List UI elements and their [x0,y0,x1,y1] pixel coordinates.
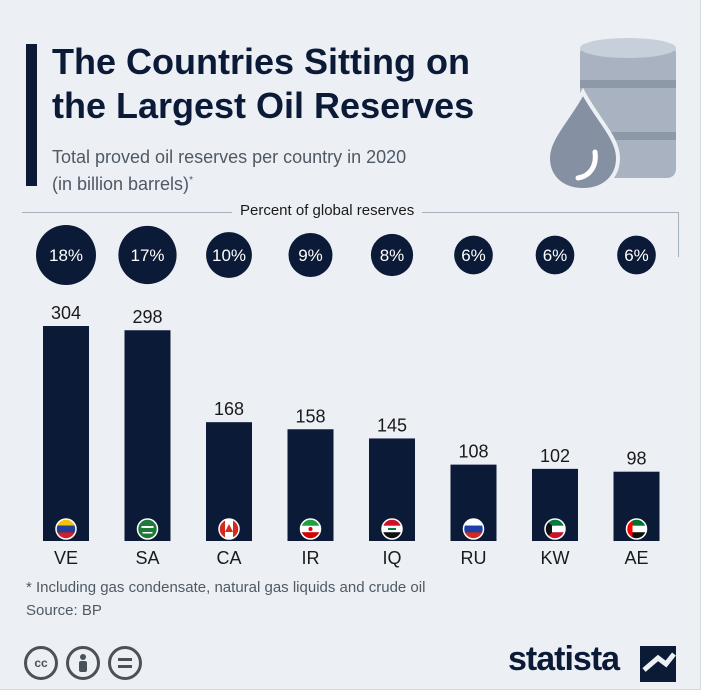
bar [124,330,171,541]
percent-bubble [617,235,656,275]
category-label: IR [302,548,320,568]
bar-chart: 18% 304 VE 17% 298 SA 10% 168 CA 9% 158 IR 8% 145 IQ 6%… [36,225,660,568]
category-label: VE [54,548,78,568]
percent-value: 8% [380,246,405,265]
flag-icon-iraq [382,519,402,539]
percent-bubble [454,235,493,275]
percent-value: 6% [624,246,649,265]
percent-value: 10% [212,246,246,265]
percent-label: Percent of global reserves [232,201,423,221]
subtitle-line-2: (in billion barrels) [52,174,190,194]
percent-value: 9% [298,246,323,265]
license-icons: cc [24,646,142,680]
subtitle: Total proved oil reserves per country in… [52,146,552,196]
page-title: The Countries Sitting on the Largest Oil… [52,40,552,128]
percent-value: 6% [461,246,486,265]
flag-ring [299,518,322,540]
flag-ring [625,518,648,540]
category-label: AE [624,548,648,568]
flag-ring [55,518,77,540]
statista-logo-icon[interactable] [640,646,676,682]
source: Source: BP [26,602,102,619]
statista-brand[interactable]: statista [508,640,620,678]
flag-icon-russia [463,519,484,539]
category-label: CA [216,548,241,568]
subtitle-asterisk: * [189,175,193,186]
title-line-2: the Largest Oil Reserves [52,85,475,126]
flag-icon-iran [300,519,321,539]
flag-icon-canada [219,519,239,539]
bar-value-label: 168 [214,399,244,419]
flag-icon-venezuela [56,519,76,539]
percent-value: 18% [49,246,83,265]
no-derivatives-icon[interactable] [108,646,142,680]
percent-value: 17% [130,246,164,265]
percent-bubble [206,232,252,278]
percent-bubble [288,233,333,277]
flag-ring [381,518,403,540]
bar-value-label: 102 [540,446,570,466]
attribution-icon[interactable] [66,646,100,680]
bar-value-label: 298 [132,307,162,327]
percent-bubble [36,225,96,285]
flag-ring [218,518,240,540]
bar-value-label: 108 [458,442,488,462]
bar-value-label: 304 [51,303,81,323]
percent-bubble [370,233,414,277]
flag-ring [544,518,566,540]
oil-barrel-icon [545,38,676,193]
category-label: RU [461,548,487,568]
flag-icon-saudi-arabia [137,519,158,539]
subtitle-line-1: Total proved oil reserves per country in… [52,147,407,167]
title-line-1: The Countries Sitting on [52,41,470,82]
footnote: * Including gas condensate, natural gas … [26,579,426,596]
category-label: KW [541,548,570,568]
category-label: IQ [382,548,401,568]
category-label: SA [135,548,159,568]
title-accent-bar [26,44,37,186]
flag-ring [136,518,159,540]
bar-value-label: 145 [377,415,407,435]
bar-value-label: 158 [295,406,325,426]
flag-ring [462,518,485,540]
bar [43,326,89,541]
creative-commons-icon[interactable]: cc [24,646,58,680]
flag-icon-uae [626,519,647,539]
percent-bubble [118,225,177,285]
bar-value-label: 98 [626,449,646,469]
percent-value: 6% [543,246,568,265]
percent-bubble [535,235,575,275]
